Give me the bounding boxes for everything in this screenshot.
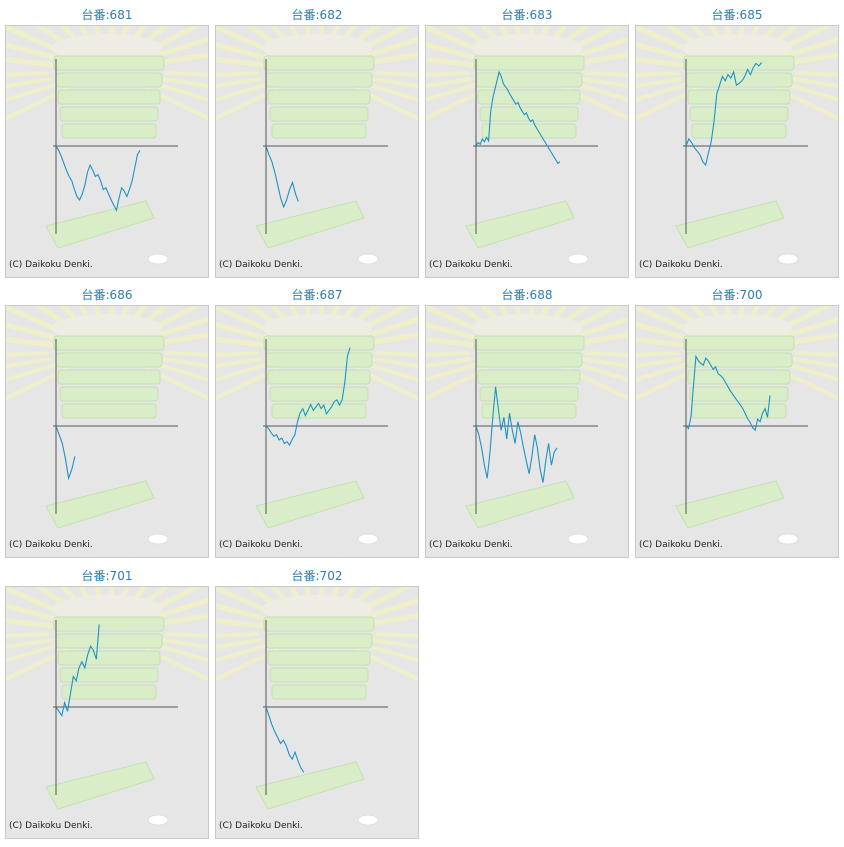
background-illustration xyxy=(426,306,628,545)
copyright-text: (C) Daikoku Denki. xyxy=(639,260,723,270)
chart-title[interactable]: 台番:681 xyxy=(81,8,133,22)
chart-svg xyxy=(636,26,838,265)
chart-title[interactable]: 台番:683 xyxy=(501,8,553,22)
copyright-text: (C) Daikoku Denki. xyxy=(219,821,303,831)
background-illustration xyxy=(6,587,208,826)
background-illustration xyxy=(216,306,418,545)
machine-chart-2: 台番:682 (C) Daikoku Denki. xyxy=(215,0,419,278)
machine-chart-3: 台番:683 (C) Daikoku Denki. xyxy=(425,0,629,278)
balance-line xyxy=(265,706,305,773)
machine-chart-4: 台番:685 (C) Daikoku Denki. xyxy=(635,0,839,278)
balance-line xyxy=(55,145,141,213)
chart-title[interactable]: 台番:700 xyxy=(711,288,763,302)
chart-title[interactable]: 台番:702 xyxy=(291,569,343,583)
chart-panel: (C) Daikoku Denki. xyxy=(5,586,209,839)
chart-svg xyxy=(6,306,208,545)
chart-title[interactable]: 台番:701 xyxy=(81,569,133,583)
chart-title[interactable]: 台番:688 xyxy=(501,288,553,302)
chart-panel: (C) Daikoku Denki. xyxy=(5,305,209,558)
chart-svg xyxy=(216,587,418,826)
balance-line xyxy=(685,62,763,167)
copyright-text: (C) Daikoku Denki. xyxy=(9,540,93,550)
chart-panel: (C) Daikoku Denki. xyxy=(215,305,419,558)
copyright-text: (C) Daikoku Denki. xyxy=(429,260,513,270)
chart-panel: (C) Daikoku Denki. xyxy=(215,586,419,839)
machine-chart-6: 台番:687 (C) Daikoku Denki. xyxy=(215,280,419,558)
copyright-text: (C) Daikoku Denki. xyxy=(9,260,93,270)
copyright-text: (C) Daikoku Denki. xyxy=(429,540,513,550)
balance-line xyxy=(265,347,351,447)
balance-line xyxy=(685,354,771,432)
chart-title[interactable]: 台番:682 xyxy=(291,8,343,22)
background-illustration xyxy=(216,26,418,265)
machine-chart-1: 台番:681 (C) Daikoku Denki. xyxy=(5,0,209,278)
copyright-text: (C) Daikoku Denki. xyxy=(9,821,93,831)
chart-svg xyxy=(216,26,418,265)
machine-chart-5: 台番:686 (C) Daikoku Denki. xyxy=(5,280,209,558)
balance-line xyxy=(475,70,561,165)
chart-title[interactable]: 台番:687 xyxy=(291,288,343,302)
balance-line xyxy=(55,425,76,481)
chart-panel: (C) Daikoku Denki. xyxy=(425,25,629,278)
machine-chart-10: 台番:702 (C) Daikoku Denki. xyxy=(215,561,419,839)
background-illustration xyxy=(426,26,628,265)
machine-chart-9: 台番:701 (C) Daikoku Denki. xyxy=(5,561,209,839)
chart-svg xyxy=(426,306,628,545)
background-illustration xyxy=(636,306,838,545)
background-illustration xyxy=(216,587,418,826)
copyright-text: (C) Daikoku Denki. xyxy=(639,540,723,550)
copyright-text: (C) Daikoku Denki. xyxy=(219,540,303,550)
chart-svg xyxy=(6,26,208,265)
machine-chart-8: 台番:700 (C) Daikoku Denki. xyxy=(635,280,839,558)
chart-svg xyxy=(636,306,838,545)
background-illustration xyxy=(6,306,208,545)
chart-panel: (C) Daikoku Denki. xyxy=(635,25,839,278)
chart-panel: (C) Daikoku Denki. xyxy=(635,305,839,558)
chart-panel: (C) Daikoku Denki. xyxy=(425,305,629,558)
background-illustration xyxy=(6,26,208,265)
chart-panel: (C) Daikoku Denki. xyxy=(5,25,209,278)
chart-title[interactable]: 台番:685 xyxy=(711,8,763,22)
chart-title[interactable]: 台番:686 xyxy=(81,288,133,302)
copyright-text: (C) Daikoku Denki. xyxy=(219,260,303,270)
balance-line xyxy=(475,386,558,483)
balance-line xyxy=(55,624,100,718)
chart-panel: (C) Daikoku Denki. xyxy=(215,25,419,278)
balance-line xyxy=(265,145,299,209)
machine-chart-7: 台番:688 (C) Daikoku Denki. xyxy=(425,280,629,558)
chart-svg xyxy=(426,26,628,265)
chart-svg xyxy=(216,306,418,545)
background-illustration xyxy=(636,26,838,265)
chart-svg xyxy=(6,587,208,826)
